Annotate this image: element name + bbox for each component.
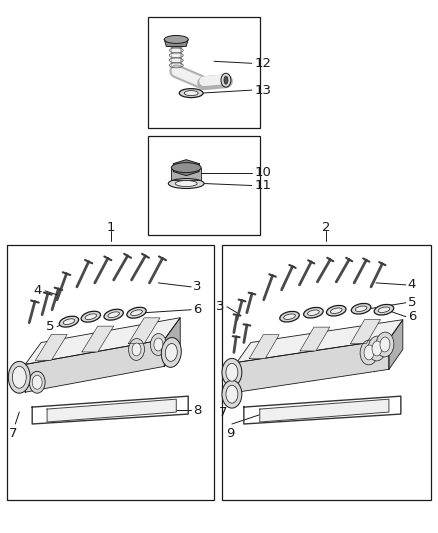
Ellipse shape: [131, 310, 142, 316]
Ellipse shape: [150, 334, 166, 356]
Polygon shape: [300, 327, 330, 351]
Text: 4: 4: [34, 284, 42, 297]
Polygon shape: [237, 340, 389, 392]
Ellipse shape: [226, 364, 238, 381]
Ellipse shape: [127, 307, 146, 318]
Ellipse shape: [222, 358, 242, 386]
Ellipse shape: [29, 372, 45, 393]
Polygon shape: [35, 334, 67, 360]
Ellipse shape: [63, 319, 75, 325]
Ellipse shape: [368, 336, 386, 361]
Ellipse shape: [222, 380, 242, 408]
Text: 6: 6: [408, 310, 416, 323]
Ellipse shape: [154, 338, 163, 351]
Text: 2: 2: [322, 221, 331, 234]
Text: 3: 3: [216, 300, 225, 313]
Ellipse shape: [307, 310, 319, 316]
Text: 1: 1: [106, 221, 115, 234]
Ellipse shape: [372, 341, 382, 356]
Ellipse shape: [326, 305, 346, 316]
Text: 5: 5: [46, 320, 54, 333]
Ellipse shape: [164, 36, 188, 43]
Polygon shape: [389, 320, 403, 369]
Polygon shape: [128, 318, 160, 344]
Polygon shape: [25, 318, 180, 365]
Ellipse shape: [360, 340, 378, 365]
Ellipse shape: [280, 311, 299, 322]
Text: 10: 10: [255, 166, 272, 179]
Ellipse shape: [132, 343, 141, 356]
Ellipse shape: [12, 366, 26, 388]
Bar: [148, 136, 260, 235]
Polygon shape: [164, 39, 188, 46]
Bar: [148, 17, 260, 128]
Ellipse shape: [378, 307, 390, 312]
Ellipse shape: [221, 73, 231, 87]
Ellipse shape: [175, 181, 197, 187]
Ellipse shape: [355, 306, 367, 311]
Polygon shape: [164, 318, 180, 366]
Text: 7: 7: [219, 406, 227, 419]
Polygon shape: [260, 399, 389, 422]
Polygon shape: [32, 396, 188, 424]
Ellipse shape: [85, 314, 97, 319]
Text: 11: 11: [255, 179, 272, 192]
Polygon shape: [351, 319, 381, 343]
Ellipse shape: [380, 337, 390, 352]
Ellipse shape: [184, 91, 198, 95]
Text: 6: 6: [193, 303, 201, 316]
Ellipse shape: [226, 385, 238, 403]
Text: 4: 4: [408, 278, 416, 292]
Polygon shape: [171, 168, 201, 180]
Polygon shape: [82, 326, 114, 352]
Ellipse shape: [374, 304, 394, 315]
Text: 9: 9: [226, 427, 234, 440]
Ellipse shape: [161, 337, 181, 367]
Ellipse shape: [179, 88, 203, 98]
Ellipse shape: [171, 163, 201, 173]
Ellipse shape: [165, 344, 177, 361]
Ellipse shape: [304, 308, 323, 318]
Polygon shape: [244, 396, 401, 424]
Ellipse shape: [364, 345, 374, 360]
Polygon shape: [25, 340, 164, 392]
Text: 8: 8: [193, 403, 201, 417]
Ellipse shape: [284, 314, 295, 319]
Text: 3: 3: [193, 280, 201, 293]
Bar: [222, 245, 431, 499]
Ellipse shape: [351, 303, 371, 314]
Polygon shape: [173, 160, 199, 175]
Ellipse shape: [108, 312, 120, 318]
Text: 7: 7: [9, 427, 18, 440]
Ellipse shape: [104, 309, 124, 320]
Ellipse shape: [81, 311, 100, 322]
Text: 13: 13: [255, 84, 272, 96]
Polygon shape: [237, 320, 403, 362]
Ellipse shape: [8, 361, 30, 393]
Ellipse shape: [224, 76, 228, 84]
Ellipse shape: [32, 375, 42, 389]
Ellipse shape: [376, 332, 394, 357]
Ellipse shape: [330, 308, 342, 313]
Text: 12: 12: [255, 57, 272, 70]
Polygon shape: [47, 399, 176, 422]
Ellipse shape: [168, 179, 204, 189]
Polygon shape: [249, 335, 279, 359]
Ellipse shape: [129, 338, 145, 360]
Bar: [7, 245, 214, 499]
Ellipse shape: [59, 316, 79, 327]
Text: 5: 5: [408, 296, 416, 309]
